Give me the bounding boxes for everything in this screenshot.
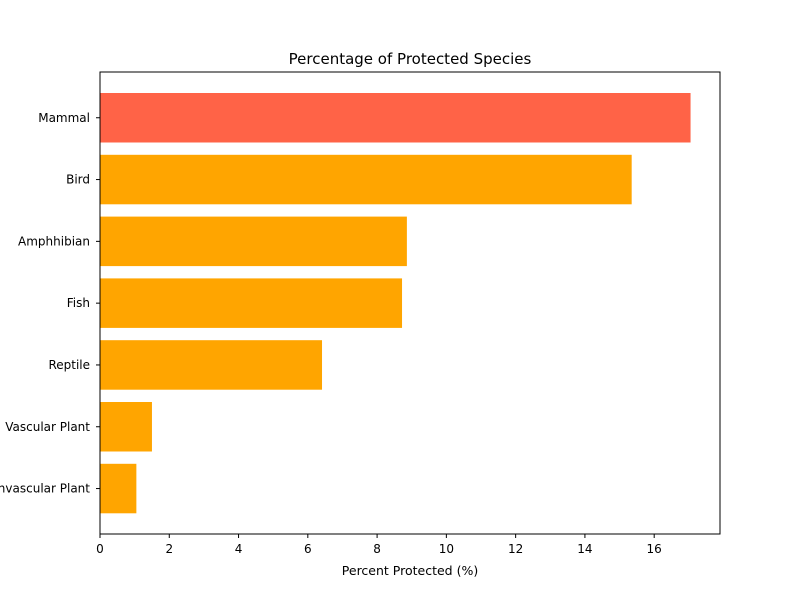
x-tick-label: 4 <box>235 542 243 556</box>
y-tick-label: Amphhibian <box>18 234 90 248</box>
x-tick-label: 16 <box>647 542 662 556</box>
x-tick-label: 2 <box>165 542 173 556</box>
bar-bird <box>100 154 632 205</box>
y-tick-label: Mammal <box>38 111 90 125</box>
bar-reptile <box>100 340 323 390</box>
bar-nonvascular-plant <box>100 463 137 514</box>
x-ticks-group: 0 2 4 6 8 10 12 14 16 <box>96 534 662 556</box>
y-tick-label: Bird <box>66 173 90 187</box>
y-ticks-group: Mammal Bird Amphhibian Fish Reptile Vascular … <box>0 111 100 496</box>
x-tick-label: 0 <box>96 542 104 556</box>
x-tick-label: 8 <box>373 542 381 556</box>
y-tick-label: Vascular Plant <box>5 420 90 434</box>
bar-mammal <box>100 93 691 143</box>
bar-vascular-plant <box>100 402 152 452</box>
y-tick-label: Nonvascular Plant <box>0 482 90 496</box>
chart-title: Percentage of Protected Species <box>289 50 532 68</box>
x-tick-label: 6 <box>304 542 312 556</box>
x-axis-label: Percent Protected (%) <box>342 563 478 578</box>
bar-fish <box>100 278 403 328</box>
bar-amphhibian <box>100 216 407 267</box>
y-tick-label: Reptile <box>48 358 90 372</box>
x-tick-label: 12 <box>508 542 523 556</box>
y-tick-label: Fish <box>67 296 90 310</box>
x-tick-label: 14 <box>577 542 592 556</box>
bars-group <box>100 93 691 514</box>
x-tick-label: 10 <box>439 542 454 556</box>
